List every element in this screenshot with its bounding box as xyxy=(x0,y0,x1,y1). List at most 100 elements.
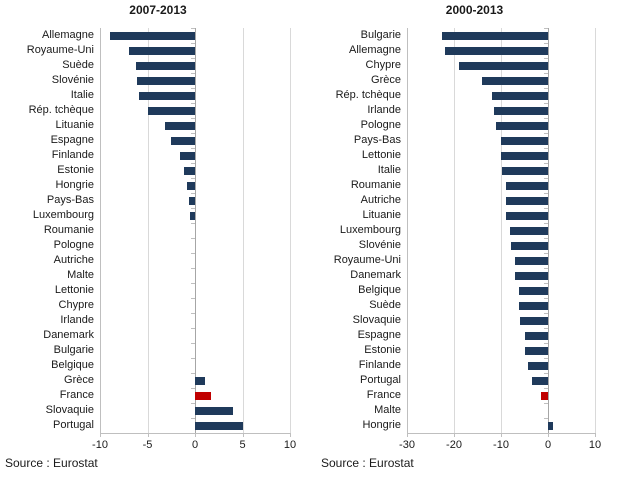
gridline xyxy=(242,28,244,433)
category-axis-tick xyxy=(544,133,548,134)
category-label: Roumanie xyxy=(350,179,401,191)
x-axis-tick xyxy=(407,433,408,437)
chart-panel-2007-2013: 2007-2013 Source : Eurostat -10 -5 0 5 10 All… xyxy=(0,0,316,491)
bar-r-p-tch-que xyxy=(491,91,548,100)
category-label: Malte xyxy=(374,404,401,416)
category-label: Chypre xyxy=(58,299,94,311)
category-label: France xyxy=(59,389,94,401)
category-axis-tick xyxy=(191,178,195,179)
category-label: Danemark xyxy=(43,329,94,341)
category-label: Estonie xyxy=(57,164,94,176)
bar-luxembourg xyxy=(190,211,195,220)
x-axis-tick xyxy=(501,433,502,437)
bar-irlande xyxy=(493,106,548,115)
category-axis-tick xyxy=(191,283,195,284)
gridline xyxy=(595,28,596,433)
x-axis-tick-label: -5 xyxy=(142,439,153,451)
category-label: Suède xyxy=(62,59,94,71)
category-axis-tick xyxy=(191,103,195,104)
bar-slovaquie xyxy=(519,316,548,325)
category-axis-tick xyxy=(191,268,195,269)
x-axis-tick xyxy=(595,433,596,437)
category-label: Lettonie xyxy=(54,284,94,296)
category-label: Irlande xyxy=(60,314,94,326)
gridline xyxy=(100,28,101,433)
category-label: Chypre xyxy=(365,59,401,71)
category-label: Irlande xyxy=(367,104,401,116)
category-axis-tick xyxy=(544,88,548,89)
bar-belgique xyxy=(518,286,548,295)
chart-title: 2000-2013 xyxy=(445,3,504,17)
x-axis-tick xyxy=(548,433,549,437)
category-axis-tick xyxy=(544,178,548,179)
category-axis-tick xyxy=(191,388,195,389)
category-label: Finlande xyxy=(358,359,401,371)
x-axis-line xyxy=(100,433,290,434)
category-label: Malte xyxy=(67,269,94,281)
bar-estonie xyxy=(524,346,548,355)
category-label: Rép. tchèque xyxy=(28,104,94,116)
category-label: Luxembourg xyxy=(339,224,401,236)
x-axis-tick-label: -20 xyxy=(446,439,462,451)
category-label: Belgique xyxy=(358,284,401,296)
plot-area xyxy=(100,28,291,434)
bar-chypre xyxy=(458,61,548,70)
x-axis-tick-label: 10 xyxy=(588,439,602,451)
x-axis-line xyxy=(407,433,595,434)
category-axis-tick xyxy=(544,103,548,104)
category-label: Estonie xyxy=(364,344,401,356)
category-axis-tick xyxy=(191,403,195,404)
x-axis-tick-label: -10 xyxy=(493,439,509,451)
bar-estonie xyxy=(183,166,195,175)
chart-title: 2007-2013 xyxy=(129,3,187,17)
bar-gr-ce xyxy=(482,76,548,85)
bar-r-p-tch-que xyxy=(147,106,195,115)
category-axis-tick xyxy=(544,208,548,209)
bar-royaume-uni xyxy=(514,256,548,265)
category-axis-tick xyxy=(191,193,195,194)
category-label: Slovaquie xyxy=(352,314,401,326)
category-label: Hongrie xyxy=(55,179,94,191)
bar-lituanie xyxy=(164,121,195,130)
bar-su-de xyxy=(519,301,548,310)
gridline xyxy=(454,28,455,433)
category-label: Roumanie xyxy=(43,224,94,236)
bar-slov-nie xyxy=(137,76,195,85)
category-axis-tick xyxy=(191,58,195,59)
category-axis-tick xyxy=(191,238,195,239)
bar-hongrie xyxy=(548,421,553,430)
category-axis-tick xyxy=(544,373,548,374)
category-label: Lituanie xyxy=(55,119,94,131)
bar-roumanie xyxy=(505,181,548,190)
category-label: Espagne xyxy=(357,329,401,341)
category-axis-tick xyxy=(191,73,195,74)
category-axis-tick xyxy=(544,253,548,254)
x-axis-tick xyxy=(242,433,244,437)
plot-area xyxy=(407,28,596,434)
category-axis-tick xyxy=(191,253,195,254)
category-axis-tick xyxy=(191,373,195,374)
x-axis-tick xyxy=(454,433,455,437)
category-axis-tick xyxy=(544,223,548,224)
category-label: Autriche xyxy=(360,194,401,206)
category-axis-tick xyxy=(544,118,548,119)
category-axis-tick xyxy=(544,58,548,59)
category-axis-tick xyxy=(544,148,548,149)
bar-luxembourg xyxy=(510,226,548,235)
category-axis-tick xyxy=(544,343,548,344)
category-label: Pologne xyxy=(53,239,94,251)
category-label: Italie xyxy=(377,164,401,176)
zero-axis-line xyxy=(548,28,549,433)
category-axis-tick xyxy=(191,133,195,134)
gridline xyxy=(147,28,149,433)
bar-espagne xyxy=(171,136,195,145)
bar-pays-bas xyxy=(501,136,548,145)
category-axis-tick xyxy=(544,163,548,164)
category-axis-tick xyxy=(191,313,195,314)
source-note: Source : Eurostat xyxy=(5,456,98,470)
bar-lettonie xyxy=(501,151,548,160)
category-axis-tick xyxy=(544,193,548,194)
category-label: Rép. tchèque xyxy=(335,89,401,101)
bar-finlande xyxy=(179,151,195,160)
category-label: Finlande xyxy=(51,149,94,161)
